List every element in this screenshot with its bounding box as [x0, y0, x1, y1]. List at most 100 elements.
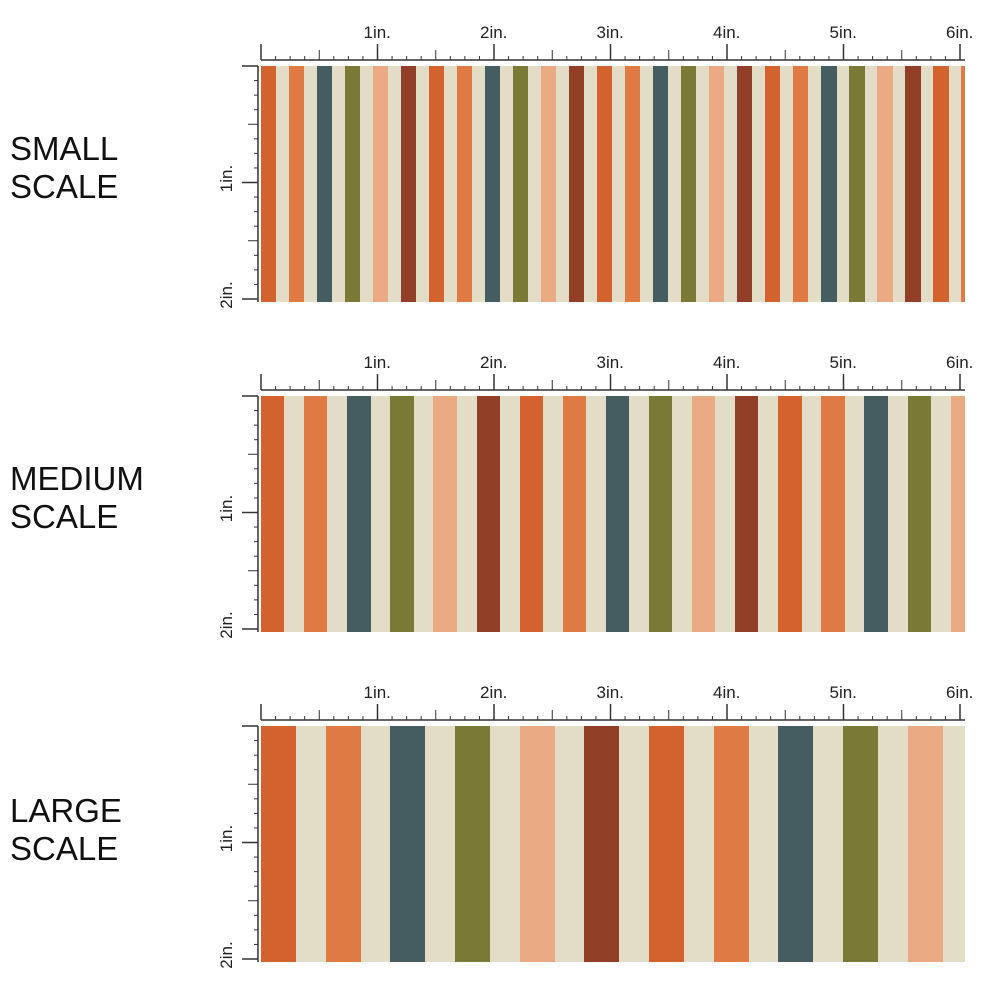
stripe-cream — [416, 66, 430, 302]
stripe-cream — [715, 396, 736, 632]
stripe-cream — [724, 66, 738, 302]
large-horizontal-label: 1in. — [364, 683, 391, 702]
stripe-peach — [950, 396, 965, 632]
small-scale-label-line1: SMALL — [10, 130, 119, 167]
stripe-cream — [332, 66, 346, 302]
stripe-cream — [877, 726, 909, 962]
large-horizontal-label: 2in. — [480, 683, 507, 702]
medium-scale-label-line2: SCALE — [10, 498, 119, 535]
stripe-burnt-orange — [261, 396, 285, 632]
stripe-cream — [752, 66, 766, 302]
stripe-peach — [373, 66, 389, 302]
large-horizontal-label: 4in. — [713, 683, 740, 702]
stripe-cream — [295, 726, 327, 962]
medium-scale-label-line1: MEDIUM — [10, 460, 144, 497]
stripe-olive — [513, 66, 529, 302]
stripe-rust — [401, 66, 417, 302]
stripe-cream — [472, 66, 486, 302]
large-horizontal-label: 5in. — [830, 683, 857, 702]
stripe-rust — [584, 726, 620, 962]
stripe-olive — [907, 396, 932, 632]
stripe-cream — [327, 396, 348, 632]
stripe-burnt-orange — [261, 726, 297, 962]
medium-vertical-label: 1in. — [217, 495, 236, 522]
stripe-slate — [347, 396, 371, 632]
stripe-slate — [317, 66, 333, 302]
stripe-olive — [345, 66, 361, 302]
large-horizontal-label: 6in. — [946, 683, 973, 702]
stripe-cream — [619, 726, 650, 962]
stripe-cream — [499, 396, 521, 632]
small-vertical-label: 1in. — [217, 165, 236, 192]
stripe-peach — [433, 396, 458, 632]
large-vertical-label: 2in. — [217, 941, 236, 968]
stripe-burnt-orange — [519, 396, 544, 632]
stripe-cream — [696, 66, 710, 302]
stripe-orange — [793, 66, 809, 302]
stripe-olive — [842, 726, 879, 962]
stripe-cream — [930, 396, 952, 632]
stripe-cream — [554, 726, 585, 962]
stripe-orange — [562, 396, 587, 632]
stripe-orange — [457, 66, 473, 302]
small-horizontal-label: 2in. — [480, 23, 507, 42]
stripe-olive — [849, 66, 866, 302]
stripe-orange — [289, 66, 305, 302]
small-horizontal-label: 3in. — [597, 23, 624, 42]
stripe-cream — [758, 396, 779, 632]
small-horizontal-label: 1in. — [364, 23, 391, 42]
stripe-olive — [390, 396, 415, 632]
stripe-slate — [821, 66, 837, 302]
stripe-cream — [388, 66, 402, 302]
stripe-burnt-orange — [765, 66, 781, 302]
stripe-burnt-orange — [429, 66, 445, 302]
medium-scale-section: 1in. 2in. 3in. 4in. 5in. 6in. 1in. 2in. — [0, 330, 1000, 660]
stripe-cream — [844, 396, 865, 632]
stripe-burnt-orange — [261, 66, 277, 302]
stripe-burnt-orange — [933, 66, 950, 302]
stripe-olive — [681, 66, 697, 302]
stripe-cream — [640, 66, 654, 302]
stripe-burnt-orange — [648, 726, 685, 962]
medium-vertical-label: 2in. — [217, 611, 236, 638]
stripe-cream — [489, 726, 521, 962]
stripe-burnt-orange — [778, 396, 803, 632]
stripe-cream — [556, 66, 570, 302]
stripe-orange — [821, 396, 846, 632]
medium-horizontal-label: 5in. — [830, 353, 857, 372]
medium-horizontal-label: 2in. — [480, 353, 507, 372]
stripe-peach — [541, 66, 557, 302]
stripe-cream — [780, 66, 794, 302]
large-scale-label: LARGE SCALE — [10, 792, 122, 868]
medium-ruler: 1in. 2in. 3in. 4in. 5in. 6in. 1in. 2in. — [217, 353, 973, 639]
stripe-slate — [864, 396, 889, 632]
large-scale-label-line2: SCALE — [10, 830, 119, 867]
small-horizontal-label: 4in. — [713, 23, 740, 42]
medium-scale-label: MEDIUM SCALE — [10, 460, 144, 536]
stripe-cream — [801, 396, 822, 632]
stripe-rust — [569, 66, 585, 302]
stripe-rust — [737, 66, 753, 302]
small-horizontal-label: 6in. — [946, 23, 973, 42]
stripe-cream — [370, 396, 391, 632]
stripe-slate — [485, 66, 501, 302]
large-vertical-label: 1in. — [217, 825, 236, 852]
stripe-cream — [304, 66, 318, 302]
medium-horizontal-label: 3in. — [597, 353, 624, 372]
large-scale-section: 1in. 2in. 3in. 4in. 5in. 6in. 1in. 2in. — [0, 660, 1000, 990]
large-scale-label-line1: LARGE — [10, 792, 122, 829]
stripe-cream — [586, 396, 607, 632]
stripe-cream — [808, 66, 822, 302]
small-scale-label-line2: SCALE — [10, 168, 119, 205]
stripe-peach — [907, 726, 943, 962]
stripe-cream — [528, 66, 542, 302]
stripe-peach — [877, 66, 894, 302]
stripe-rust — [735, 396, 759, 632]
stripe-cream — [864, 66, 878, 302]
stripe-cream — [612, 66, 626, 302]
stripe-cream — [276, 66, 290, 302]
stripe-cream — [892, 66, 906, 302]
stripe-peach — [709, 66, 725, 302]
stripe-orange — [625, 66, 641, 302]
stripe-cream — [444, 66, 458, 302]
